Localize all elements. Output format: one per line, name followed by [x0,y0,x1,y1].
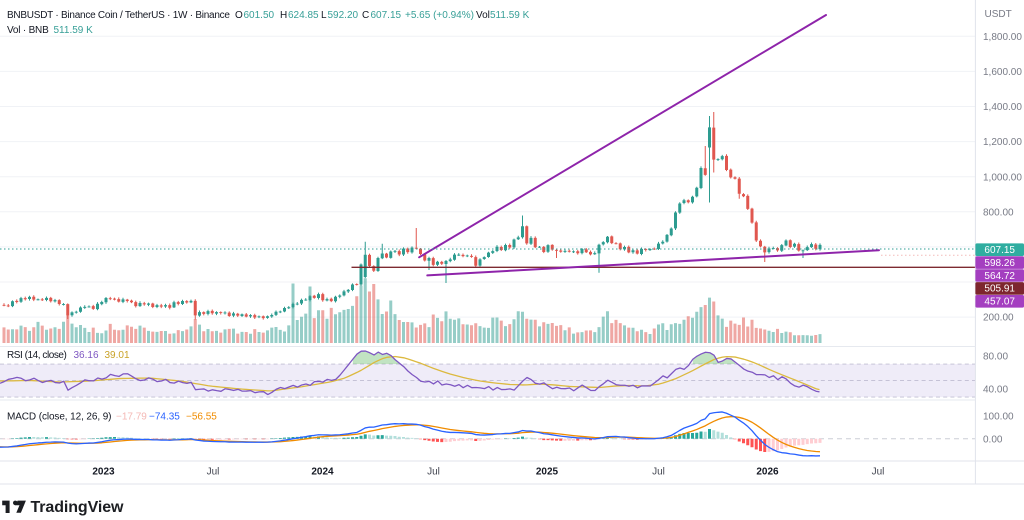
svg-text:624.85: 624.85 [288,10,319,21]
svg-text:200.00: 200.00 [983,313,1014,324]
svg-text:1,800.00: 1,800.00 [983,32,1022,43]
svg-text:−74.35: −74.35 [149,411,180,422]
svg-text:MACD (close, 12, 26, 9): MACD (close, 12, 26, 9) [7,411,111,422]
svg-text:−17.79: −17.79 [116,411,147,422]
svg-text:100.00: 100.00 [983,412,1014,423]
svg-text:36.16: 36.16 [74,350,99,361]
svg-text:Vol · BNB: Vol · BNB [7,25,49,36]
svg-text:Vol: Vol [476,10,490,21]
svg-text:RSI (14, close): RSI (14, close) [7,350,67,361]
svg-text:2025: 2025 [536,467,559,478]
svg-text:598.26: 598.26 [984,258,1015,269]
svg-text:BNBUSDT · Binance Coin / Tethe: BNBUSDT · Binance Coin / TetherUS · 1W ·… [7,10,230,21]
svg-text:USDT: USDT [985,9,1012,20]
svg-text:0.00: 0.00 [983,434,1003,445]
svg-text:457.07: 457.07 [984,297,1015,308]
svg-text:505.91: 505.91 [984,284,1015,295]
svg-text:2023: 2023 [92,467,115,478]
svg-text:1,200.00: 1,200.00 [983,137,1022,148]
svg-text:+5.65 (+0.94%): +5.65 (+0.94%) [405,10,474,21]
svg-text:40.00: 40.00 [983,384,1008,395]
svg-text:Jul: Jul [652,467,665,478]
svg-text:Jul: Jul [207,467,220,478]
svg-text:−56.55: −56.55 [186,411,217,422]
svg-text:601.50: 601.50 [244,10,275,21]
svg-text:511.59 K: 511.59 K [490,10,530,21]
svg-text:800.00: 800.00 [983,207,1014,218]
svg-text:607.15: 607.15 [984,245,1015,256]
svg-text:L: L [321,10,327,21]
svg-text:607.15: 607.15 [371,10,402,21]
svg-text:1,400.00: 1,400.00 [983,102,1022,113]
svg-text:564.72: 564.72 [984,271,1015,282]
svg-text:Jul: Jul [427,467,440,478]
svg-text:H: H [280,10,287,21]
svg-text:2026: 2026 [756,467,779,478]
svg-text:80.00: 80.00 [983,351,1008,362]
svg-text:TradingView: TradingView [31,499,125,516]
svg-text:O: O [235,10,243,21]
svg-text:39.01: 39.01 [105,350,130,361]
svg-text:C: C [362,10,369,21]
svg-text:Jul: Jul [872,467,885,478]
svg-text:1,000.00: 1,000.00 [983,172,1022,183]
svg-text:1,600.00: 1,600.00 [983,67,1022,78]
svg-text:2024: 2024 [311,467,334,478]
svg-text:592.20: 592.20 [328,10,359,21]
svg-text:511.59 K: 511.59 K [54,25,94,36]
